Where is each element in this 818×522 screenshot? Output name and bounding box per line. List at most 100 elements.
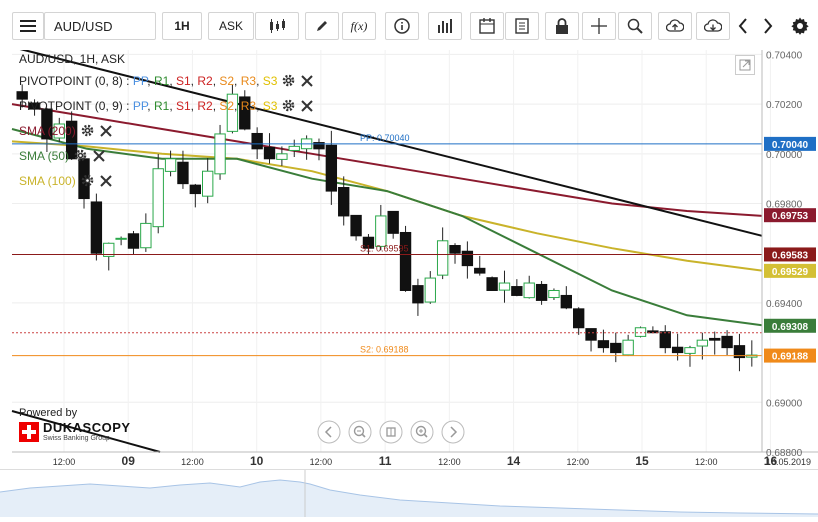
gear-icon[interactable] [282, 99, 295, 112]
indicator-series-label: R1 [153, 99, 170, 113]
close-icon[interactable] [99, 175, 112, 187]
report-button[interactable] [505, 12, 539, 40]
price-badge-bg [764, 348, 816, 363]
indicator-name: SMA (50) [19, 149, 70, 163]
candle-body [115, 237, 127, 240]
indicator-series-label: R2 [197, 74, 213, 88]
indicator-series-label: S3 [262, 99, 278, 113]
candle-body [671, 346, 684, 354]
comma: , [212, 74, 220, 88]
side-button[interactable]: ASK [208, 12, 254, 40]
time-tick: 12:00 [181, 457, 204, 467]
trend-line [11, 410, 161, 453]
scroll-left-button[interactable] [730, 12, 756, 40]
candle-body [177, 161, 189, 185]
chart-type-button[interactable] [255, 12, 299, 40]
candle-body [325, 144, 338, 192]
price-badge: 0.69529 [764, 263, 816, 278]
time-tick: 12:00 [695, 457, 718, 467]
candle [535, 281, 548, 305]
scroll-right-button[interactable] [756, 12, 780, 40]
price-tick: 0.70000 [766, 150, 803, 161]
timeframe-button[interactable]: 1H [162, 12, 202, 40]
candle-body [721, 335, 733, 349]
upload-button[interactable] [658, 12, 692, 40]
candle [90, 193, 103, 261]
indicator-legend-row[interactable]: SMA (200) [19, 124, 112, 138]
candle-body [684, 347, 696, 354]
candle [152, 154, 164, 234]
close-icon[interactable] [301, 100, 314, 112]
price-axis[interactable]: 0.70400 0.70200 0.70000 0.69800 0.69400 0.690… [764, 50, 816, 459]
draw-tool-button[interactable] [305, 12, 339, 40]
settings-button[interactable] [786, 12, 814, 40]
download-button[interactable] [696, 12, 730, 40]
candle-body [523, 282, 535, 299]
indicators-button[interactable]: f(x) [342, 12, 376, 40]
candle-body [152, 168, 164, 228]
candle [53, 117, 65, 143]
info-button[interactable] [385, 12, 419, 40]
indicator-legend-row[interactable]: PIVOTPOINT (0, 9) : PP, R1, S1, R2, S2, … [19, 99, 314, 113]
info-icon [394, 18, 410, 34]
candle [41, 107, 53, 153]
candle [362, 234, 375, 255]
time-axis[interactable]: 12:00 09 12:00 10 12:00 11 12:00 14 12:00 15 12:00… [53, 454, 811, 468]
candle [449, 243, 461, 264]
chart-navigator[interactable] [0, 469, 818, 517]
gear-icon[interactable] [81, 174, 94, 187]
logo-name: DUKASCOPY [43, 420, 131, 435]
price-badge: 0.69583 [764, 247, 816, 261]
indicator-legend-row[interactable]: PIVOTPOINT (0, 8) : PP, R1, S1, R2, S2, … [19, 74, 314, 88]
indicator-name: SMA (100) [19, 174, 76, 188]
gear-icon[interactable] [282, 74, 295, 87]
candle [28, 99, 41, 116]
time-tick: 14 [507, 454, 521, 468]
price-tick: 0.69400 [766, 299, 803, 310]
candle-body [189, 184, 201, 195]
time-tick: 12:00 [310, 457, 333, 467]
candle-body [461, 250, 474, 267]
indicator-separator: : [122, 99, 133, 113]
gear-icon[interactable] [81, 124, 94, 137]
reset-view-icon[interactable] [379, 420, 403, 444]
candle [436, 227, 449, 280]
indicator-legend-row[interactable]: SMA (100) [19, 174, 112, 188]
zoom-out-icon[interactable] [348, 420, 372, 444]
candle-body [449, 245, 461, 254]
candle [115, 236, 127, 246]
menu-button[interactable] [12, 12, 44, 40]
play-back-icon[interactable] [317, 420, 341, 444]
calendar-button[interactable] [470, 12, 504, 40]
close-icon[interactable] [93, 150, 105, 162]
indicator-legend-row[interactable]: SMA (50) [19, 149, 105, 163]
candle-body [53, 123, 65, 139]
candle-body [436, 240, 449, 276]
candle-body [399, 231, 412, 291]
candle [474, 255, 486, 276]
symbol-selector[interactable]: AUD/USD [44, 12, 156, 40]
zoom-button[interactable] [618, 12, 652, 40]
candle [164, 150, 177, 177]
pivot-levels: PP: 0.70040 S1: 0.69595 S2: 0.69188 [12, 133, 762, 357]
candle-body [733, 345, 746, 359]
zoom-in-icon[interactable] [410, 420, 434, 444]
candle-body [548, 289, 560, 299]
close-icon[interactable] [301, 75, 314, 87]
close-icon[interactable] [99, 125, 112, 137]
maximize-icon[interactable] [735, 55, 755, 75]
lock-button[interactable] [545, 12, 579, 40]
crosshair-button[interactable] [582, 12, 616, 40]
candle [350, 214, 362, 241]
candle [65, 111, 78, 160]
price-chart[interactable]: PP: 0.70040 S1: 0.69595 S2: 0.69188 0.7040… [0, 0, 818, 469]
gear-icon[interactable] [74, 149, 87, 162]
volume-button[interactable] [428, 12, 462, 40]
price-badge: 0.69188 [764, 348, 816, 363]
play-forward-icon[interactable] [441, 420, 465, 444]
lock-icon [556, 18, 568, 34]
candle-body [16, 91, 28, 100]
indicator-name: PIVOTPOINT (0, 9) [19, 99, 123, 113]
time-tick: 12:00 [438, 457, 461, 467]
candle-body [239, 96, 251, 130]
